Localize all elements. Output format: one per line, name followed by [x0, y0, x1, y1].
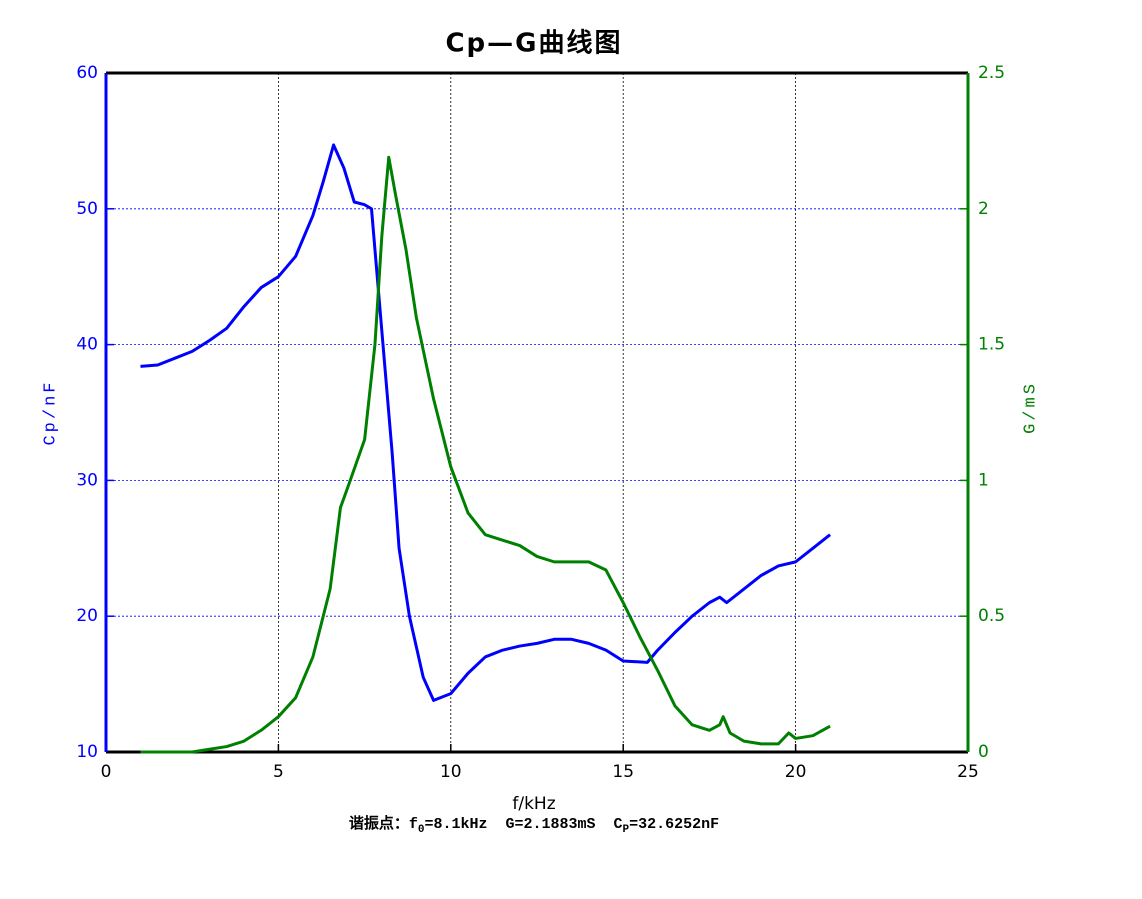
y-tick-label: 60 — [76, 63, 98, 83]
annotation-part: =32.6252nF — [629, 816, 719, 833]
x-tick-label: 0 — [101, 762, 112, 782]
series-line — [140, 155, 831, 754]
annotation-subscript: P — [623, 824, 630, 836]
y2-tick-label: 0.5 — [978, 606, 1005, 626]
chart-title: Cp—G曲线图 — [445, 29, 622, 59]
y-tick-label: 40 — [76, 335, 98, 355]
y-tick-label: 20 — [76, 606, 98, 626]
annotation-part: =8.1kHz G=2.1883mS C — [424, 816, 622, 833]
x-tick-label: 25 — [957, 762, 979, 782]
y-tick-label: 30 — [76, 470, 98, 490]
y-axis-label: Cp/nF — [41, 379, 60, 445]
annotation-subscript: 0 — [418, 824, 425, 836]
y2-tick-label: 1 — [978, 470, 989, 490]
annotation: 谐振点：f0=8.1kHz G=2.1883mS CP=32.6252nF — [349, 814, 719, 836]
x-axis-label: f/kHz — [512, 794, 555, 814]
y2-tick-label: 0 — [978, 742, 989, 762]
y-tick-label: 10 — [76, 742, 98, 762]
x-tick-label: 5 — [273, 762, 284, 782]
y2-tick-label: 1.5 — [978, 335, 1005, 355]
x-tick-label: 15 — [612, 762, 634, 782]
x-tick-label: 10 — [440, 762, 462, 782]
x-tick-label: 20 — [785, 762, 807, 782]
annotation-part: 谐振点：f — [349, 814, 418, 833]
y-tick-label: 50 — [76, 199, 98, 219]
y2-tick-label: 2.5 — [978, 63, 1005, 83]
series-line — [140, 143, 832, 702]
y2-axis-label: G/mS — [1021, 381, 1040, 434]
y2-tick-label: 2 — [978, 199, 989, 219]
